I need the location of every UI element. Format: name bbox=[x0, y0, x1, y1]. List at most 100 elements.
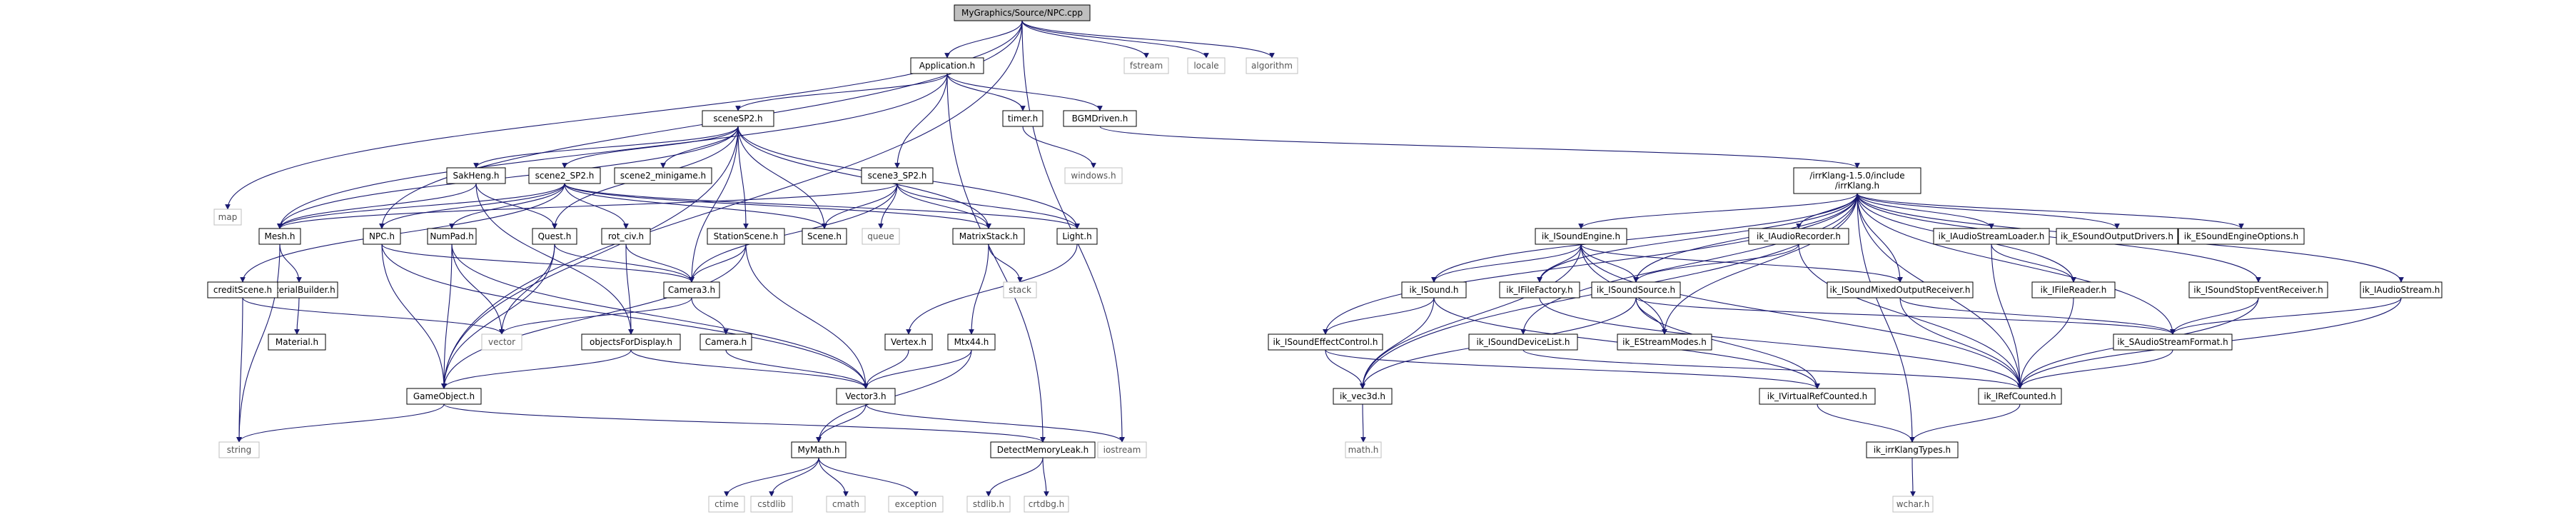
edge-detectleak_h-to-stdlib_h bbox=[986, 457, 1044, 497]
node-detectleak_h[interactable]: DetectMemoryLeak.h bbox=[990, 441, 1096, 458]
node-ik_iaudiorecorder_h[interactable]: ik_IAudioRecorder.h bbox=[1748, 228, 1849, 245]
edge-npc_cpp-to-algorithm bbox=[1021, 20, 1275, 59]
node-ik_esoundengineoptions_h[interactable]: ik_ESoundEngineOptions.h bbox=[2178, 228, 2305, 245]
edge-gameobject_h-to-string bbox=[236, 403, 445, 443]
node-mtx44_h[interactable]: Mtx44.h bbox=[947, 333, 996, 351]
edge-numpad_h-to-gameobject_h bbox=[441, 244, 453, 389]
edge-scenesp2_h-to-scene_h bbox=[737, 126, 827, 229]
edge-mesh_h-to-matbuilder_h bbox=[279, 244, 302, 283]
node-sakheng_h[interactable]: SakHeng.h bbox=[446, 167, 506, 184]
edge-mymath_h-to-cstdlib bbox=[769, 457, 819, 497]
node-quest_h[interactable]: Quest.h bbox=[532, 228, 577, 245]
node-scene_h[interactable]: Scene.h bbox=[802, 228, 847, 245]
node-ik_iaudiostreamloader_h[interactable]: ik_IAudioStreamLoader.h bbox=[1933, 228, 2050, 245]
node-ik_ivirtualrefcounted_h[interactable]: ik_IVirtualRefCounted.h bbox=[1759, 388, 1876, 405]
node-ik_saudiostreamformat_h[interactable]: ik_SAudioStreamFormat.h bbox=[2113, 333, 2233, 351]
node-timer_h[interactable]: timer.h bbox=[1002, 110, 1044, 127]
node-irrklang_h[interactable]: /irrKlang-1.5.0/include/irrKlang.h bbox=[1793, 167, 1921, 194]
edge-ik_iaudiostreamloader_h-to-ik_ifilereader_h bbox=[1991, 244, 2076, 283]
edge-ik_isoundmixed_h-to-ik_irefcounted_h bbox=[1899, 297, 2023, 389]
node-mesh_h[interactable]: Mesh.h bbox=[258, 228, 301, 245]
node-ik_ifilereader_h[interactable]: ik_IFileReader.h bbox=[2031, 281, 2116, 298]
node-npc_h[interactable]: NPC.h bbox=[363, 228, 401, 245]
node-label: iostream bbox=[1103, 445, 1141, 455]
node-ik_isound_h[interactable]: ik_ISound.h bbox=[1401, 281, 1467, 298]
node-label: BGMDriven.h bbox=[1072, 114, 1128, 124]
node-label: Vertex.h bbox=[891, 337, 926, 347]
node-scene3sp2_h[interactable]: scene3_SP2.h bbox=[861, 167, 934, 184]
node-box bbox=[1591, 281, 1681, 298]
node-label: crtdbg.h bbox=[1029, 499, 1065, 509]
node-label: exception bbox=[895, 499, 937, 509]
node-box bbox=[1866, 441, 1959, 458]
node-light_h[interactable]: Light.h bbox=[1056, 228, 1098, 245]
edge-irrklang_h-to-ik_isoundmixed_h bbox=[1857, 193, 1903, 283]
node-ik_ifilefactory_h[interactable]: ik_IFileFactory.h bbox=[1499, 281, 1580, 298]
node-objdisp_h[interactable]: objectsForDisplay.h bbox=[581, 333, 681, 351]
node-box bbox=[532, 228, 577, 245]
node-matrixstack_h[interactable]: MatrixStack.h bbox=[952, 228, 1025, 245]
edge-scene2sp2_h-to-light_h bbox=[564, 183, 1080, 229]
edge-scenesp2_h-to-camera3_h bbox=[689, 126, 739, 283]
node-ik_estreammodes_h[interactable]: ik_EStreamModes.h bbox=[1617, 333, 1712, 351]
node-ik_isounddevicelist_h[interactable]: ik_ISoundDeviceList.h bbox=[1468, 333, 1578, 351]
node-bgm_h[interactable]: BGMDriven.h bbox=[1063, 110, 1137, 127]
node-ik_esoundoutputdrivers_h[interactable]: ik_ESoundOutputDrivers.h bbox=[2056, 228, 2178, 245]
node-material_h[interactable]: Material.h bbox=[268, 333, 326, 351]
node-ik_isoundengine_h[interactable]: ik_ISoundEngine.h bbox=[1535, 228, 1627, 245]
node-ik_vec3d_h[interactable]: ik_vec3d.h bbox=[1333, 388, 1393, 405]
node-box bbox=[862, 228, 900, 245]
edge-ik_isoundsource_h-to-ik_ivirtualrefcounted_h bbox=[1635, 297, 1820, 389]
node-ik_irefcounted_h[interactable]: ik_IRefCounted.h bbox=[1978, 388, 2062, 405]
edge-mesh_h-to-string bbox=[236, 244, 281, 443]
node-label: GameObject.h bbox=[413, 391, 475, 401]
edge-ik_isoundstopevent_h-to-ik_saudiostreamformat_h bbox=[2170, 297, 2259, 335]
edge-irrklang_h-to-ik_esoundoutputdrivers_h bbox=[1857, 193, 2120, 229]
edge-application_h-to-detectleak_h bbox=[946, 73, 1046, 443]
node-label: Mesh.h bbox=[264, 231, 295, 241]
node-label: ik_vec3d.h bbox=[1340, 391, 1385, 401]
node-ik_isoundmixed_h[interactable]: ik_ISoundMixedOutputReceiver.h bbox=[1827, 281, 1974, 298]
node-label: StationScene.h bbox=[714, 231, 779, 241]
edge-ik_irefcounted_h-to-ik_irrklangtypes_h bbox=[1909, 403, 2021, 443]
node-mymath_h[interactable]: MyMath.h bbox=[791, 441, 847, 458]
edge-numpad_h-to-vector3_h bbox=[451, 244, 869, 389]
node-credit_h[interactable]: creditScene.h bbox=[207, 281, 278, 298]
node-scene2mini_h[interactable]: scene2_minigame.h bbox=[614, 167, 712, 184]
node-label: ik_IAudioStream.h bbox=[2363, 285, 2440, 295]
node-numpad_h[interactable]: NumPad.h bbox=[427, 228, 477, 245]
node-scenesp2_h[interactable]: sceneSP2.h bbox=[702, 110, 774, 127]
edge-npc_cpp-to-map bbox=[225, 20, 1023, 210]
node-label: /irrKlang.h bbox=[1835, 181, 1879, 191]
node-label: vector bbox=[488, 337, 515, 347]
node-vector3_h[interactable]: Vector3.h bbox=[836, 388, 896, 405]
node-station_h[interactable]: StationScene.h bbox=[707, 228, 785, 245]
node-ik_irrklangtypes_h[interactable]: ik_irrKlangTypes.h bbox=[1866, 441, 1959, 458]
node-ik_isoundsource_h[interactable]: ik_ISoundSource.h bbox=[1591, 281, 1681, 298]
node-vertex_h[interactable]: Vertex.h bbox=[884, 333, 933, 351]
node-matbuilder_h[interactable]: MaterialBuilder.h bbox=[260, 281, 338, 298]
node-label: DetectMemoryLeak.h bbox=[997, 445, 1089, 455]
node-rotciv_h[interactable]: rot_civ.h bbox=[601, 228, 651, 245]
node-application_h[interactable]: Application.h bbox=[910, 57, 984, 74]
node-crtdbg_h: crtdbg.h bbox=[1024, 496, 1069, 513]
node-scene2sp2_h[interactable]: scene2_SP2.h bbox=[528, 167, 601, 184]
edge-vector3_h-to-mymath_h bbox=[816, 403, 867, 443]
node-label: creditScene.h bbox=[213, 285, 272, 295]
edge-irrklang_h-to-ik_saudiostreamformat_h bbox=[1857, 193, 2176, 335]
node-locale: locale bbox=[1187, 57, 1226, 74]
node-ik_isoundstopevent_h[interactable]: ik_ISoundStopEventReceiver.h bbox=[2188, 281, 2328, 298]
edge-quest_h-to-vector bbox=[499, 244, 555, 335]
node-ik_isoundeffectcontrol_h[interactable]: ik_ISoundEffectControl.h bbox=[1268, 333, 1383, 351]
node-gameobject_h[interactable]: GameObject.h bbox=[406, 388, 482, 405]
node-ik_iaudiostream_h[interactable]: ik_IAudioStream.h bbox=[2360, 281, 2443, 298]
node-camera_h[interactable]: Camera.h bbox=[699, 333, 752, 351]
node-label: ik_IRefCounted.h bbox=[1984, 391, 2056, 401]
node-box bbox=[1978, 388, 2062, 405]
edge-detectleak_h-to-crtdbg_h bbox=[1042, 457, 1049, 497]
node-label: ik_ISound.h bbox=[1409, 285, 1458, 295]
node-box bbox=[614, 167, 712, 184]
node-camera3_h[interactable]: Camera3.h bbox=[663, 281, 720, 298]
edge-quest_h-to-camera3_h bbox=[554, 244, 694, 283]
